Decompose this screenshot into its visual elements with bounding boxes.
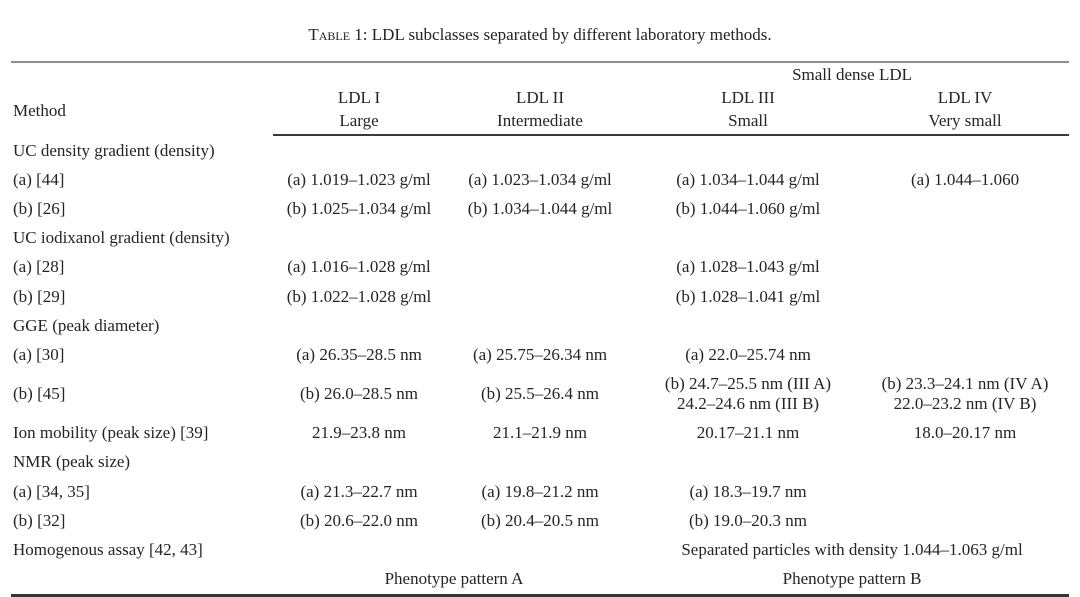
- table-cell: [861, 477, 1069, 506]
- table-cell: [445, 253, 635, 282]
- table-cell: (a) [30]: [13, 344, 65, 364]
- table-cell: GGE (peak diameter): [13, 315, 160, 335]
- table-cell: (a) [34, 35]: [13, 481, 90, 501]
- table-cell: (b) 24.7–25.5 nm (III A) 24.2–24.6 nm (I…: [664, 374, 832, 414]
- table-body: UC density gradient (density) (a) [44] (a)…: [11, 135, 1069, 595]
- table-cell: (a) 1.016–1.028 g/ml: [287, 257, 431, 277]
- table-caption-label: Table 1:: [308, 25, 368, 44]
- table-caption-text: LDL subclasses separated by different la…: [371, 25, 772, 44]
- table-cell: 18.0–20.17 nm: [913, 423, 1017, 443]
- table-cell: Phenotype pattern B: [782, 569, 922, 589]
- table-cell: (b) 1.022–1.028 g/ml: [286, 286, 432, 306]
- table-cell: [11, 565, 273, 596]
- table-cell: (b) [29]: [13, 286, 66, 306]
- table-cell: Ion mobility (peak size) [39]: [13, 423, 209, 443]
- table-row: (a) [44] (a) 1.019–1.023 g/ml (a) 1.023–1.…: [11, 165, 1069, 194]
- table-cell: (a) [44]: [13, 169, 65, 189]
- header-span-row: Small dense LDL: [11, 62, 1069, 86]
- table-cell: UC density gradient (density): [13, 140, 215, 160]
- table-cell: (b) 20.6–22.0 nm: [299, 510, 419, 530]
- header-ldl3-sub: Small: [635, 109, 862, 136]
- table-row: (a) [34, 35] (a) 21.3–22.7 nm (a) 19.8–21.…: [11, 477, 1069, 506]
- table-cell: (b) 1.044–1.060 g/ml: [675, 198, 821, 218]
- section-row: NMR (peak size): [11, 448, 1069, 477]
- table-cell: (b) 26.0–28.5 nm: [299, 384, 419, 404]
- table-row: Phenotype pattern A Phenotype pattern B: [11, 565, 1069, 596]
- table-cell: (a) 1.044–1.060: [910, 169, 1020, 189]
- table-cell: [273, 535, 445, 564]
- table-cell: (a) 18.3–19.7 nm: [689, 481, 807, 501]
- table-cell: (a) 19.8–21.2 nm: [481, 481, 599, 501]
- table-row: Ion mobility (peak size) [39] 21.9–23.8 n…: [11, 419, 1069, 448]
- section-row: UC density gradient (density): [11, 135, 1069, 165]
- header-ldl3: LDL III: [721, 88, 775, 107]
- table-row: (b) [32] (b) 20.6–22.0 nm (b) 20.4–20.5 nm…: [11, 506, 1069, 535]
- table-cell: [861, 253, 1069, 282]
- header-ldl1: LDL I: [337, 88, 381, 107]
- table-row: (b) [26] (b) 1.025–1.034 g/ml (b) 1.034–1.…: [11, 194, 1069, 223]
- table-header: Small dense LDL Method LDL I LDL II LDL …: [11, 62, 1070, 136]
- table-cell: (a) 26.35–28.5 nm: [296, 344, 422, 364]
- table-cell: Separated particles with density 1.044–1…: [681, 540, 1023, 560]
- table-cell: (b) 25.5–26.4 nm: [480, 384, 600, 404]
- table-cell: (a) 1.034–1.044 g/ml: [676, 169, 820, 189]
- table-cell: [445, 282, 635, 311]
- table-row: Homogenous assay [42, 43] Separated parti…: [11, 535, 1069, 564]
- table-cell: (a) [28]: [13, 257, 65, 277]
- table-cell: UC iodixanol gradient (density): [13, 228, 230, 248]
- table-cell: [861, 506, 1069, 535]
- header-spacer: [11, 62, 635, 86]
- table-caption: Table 1: LDL subclasses separated by dif…: [11, 25, 1069, 45]
- table-cell: (b) 1.025–1.034 g/ml: [286, 198, 432, 218]
- table-cell: [861, 194, 1069, 223]
- table-cell: 20.17–21.1 nm: [696, 423, 800, 443]
- table-cell: [861, 340, 1069, 369]
- table-cell: (b) [32]: [13, 510, 66, 530]
- table-cell: NMR (peak size): [13, 452, 131, 472]
- table-cell: (b) 20.4–20.5 nm: [480, 510, 600, 530]
- header-method: Method: [13, 101, 66, 120]
- table-cell: (a) 1.019–1.023 g/ml: [287, 169, 431, 189]
- header-names-row: Method LDL I LDL II LDL III LDL IV: [11, 86, 1069, 120]
- table-cell: (a) 1.023–1.034 g/ml: [468, 169, 612, 189]
- table-cell: (a) 21.3–22.7 nm: [300, 481, 418, 501]
- table-cell: (b) 1.034–1.044 g/ml: [467, 198, 613, 218]
- table-cell: (a) 25.75–26.34 nm: [472, 344, 608, 364]
- table-cell: (a) 1.028–1.043 g/ml: [676, 257, 820, 277]
- table-row: (b) [45] (b) 26.0–28.5 nm (b) 25.5–26.4 nm…: [11, 370, 1069, 419]
- table-cell: Phenotype pattern A: [384, 569, 524, 589]
- header-ldl1-sub: Large: [273, 109, 445, 136]
- table-cell: 21.1–21.9 nm: [493, 423, 587, 443]
- table-cell: [861, 282, 1069, 311]
- header-ldl2: LDL II: [516, 88, 564, 107]
- section-row: GGE (peak diameter): [11, 311, 1069, 340]
- table-row: (a) [30] (a) 26.35–28.5 nm (a) 25.75–26.34…: [11, 340, 1069, 369]
- header-small-dense-ldl: Small dense LDL: [792, 65, 912, 84]
- header-subnames-row: Large Intermediate Small Very small: [11, 109, 1070, 136]
- table-cell: (b) [26]: [13, 198, 66, 218]
- header-ldl2-sub: Intermediate: [445, 109, 636, 136]
- table-cell: [445, 535, 635, 564]
- table-row: (b) [29] (b) 1.022–1.028 g/ml (b) 1.028–1.…: [11, 282, 1069, 311]
- header-ldl4-sub: Very small: [861, 109, 1070, 136]
- section-row: UC iodixanol gradient (density): [11, 224, 1069, 253]
- table-row: (a) [28] (a) 1.016–1.028 g/ml (a) 1.028–1.…: [11, 253, 1069, 282]
- table-cell: (b) [45]: [13, 384, 66, 404]
- ldl-subclasses-table: Small dense LDL Method LDL I LDL II LDL …: [11, 61, 1070, 597]
- table-cell: (b) 23.3–24.1 nm (IV A) 22.0–23.2 nm (IV…: [881, 374, 1049, 414]
- table-cell: Homogenous assay [42, 43]: [13, 540, 203, 560]
- table-cell: (a) 22.0–25.74 nm: [685, 344, 811, 364]
- table-cell: (b) 1.028–1.041 g/ml: [675, 286, 821, 306]
- table-cell: (b) 19.0–20.3 nm: [688, 510, 808, 530]
- header-ldl4: LDL IV: [937, 88, 993, 107]
- table-cell: 21.9–23.8 nm: [312, 423, 406, 443]
